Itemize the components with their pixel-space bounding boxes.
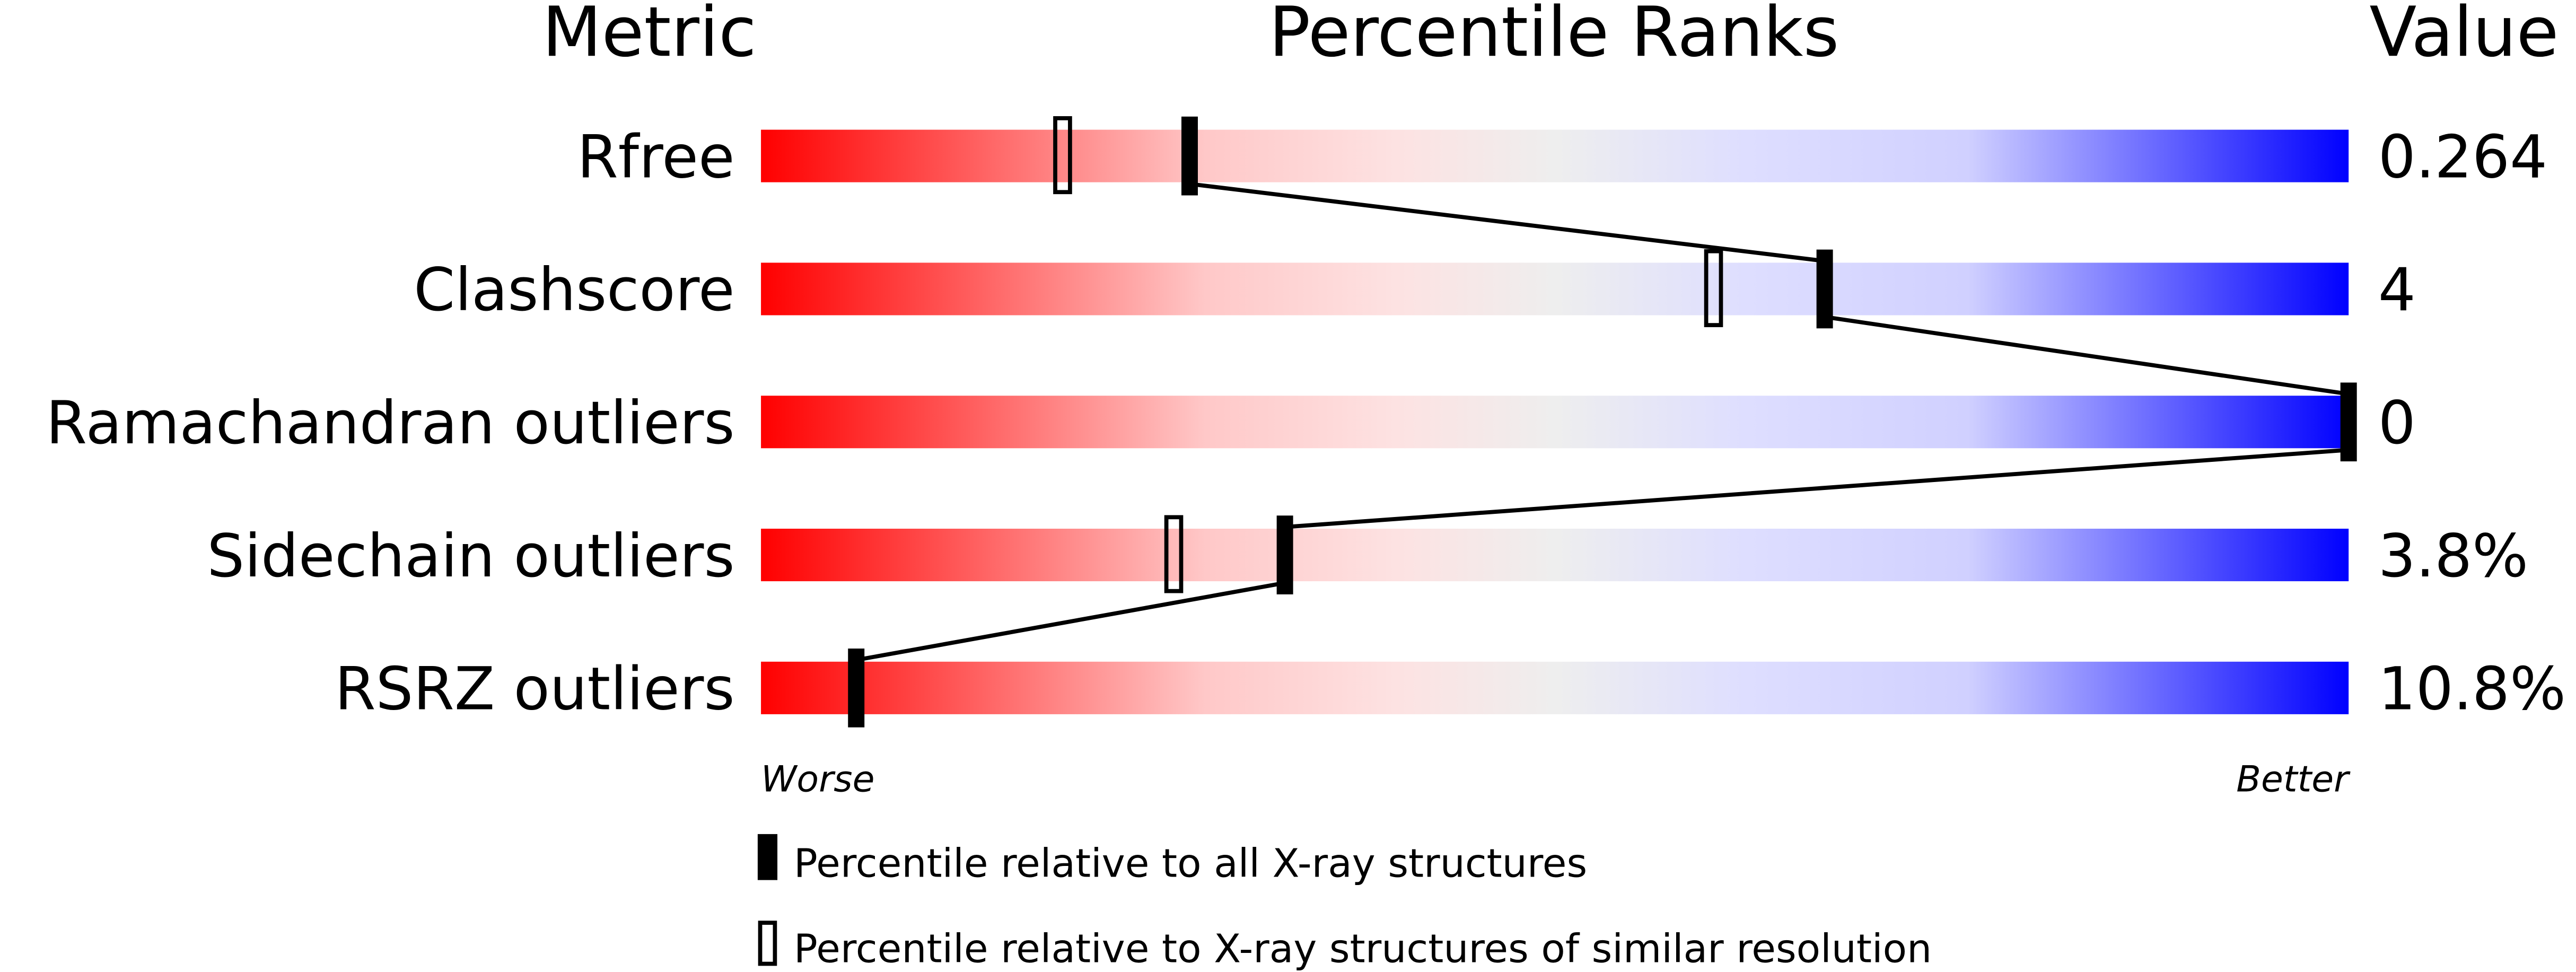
legend-open-marker <box>758 921 777 966</box>
connector-line <box>1824 314 2349 396</box>
percentile-bar <box>761 262 2349 316</box>
legend-label-all: Percentile relative to all X-ray structu… <box>794 840 1587 886</box>
metric-row: Ramachandran outliers 0 <box>46 382 2416 462</box>
header-value: Value <box>2369 0 2559 72</box>
metric-label: Sidechain outliers <box>207 522 734 591</box>
connector-line <box>1284 448 2349 529</box>
marker-all-structures <box>1816 249 1833 329</box>
worse-label: Worse <box>761 758 874 800</box>
metric-value: 4 <box>2378 256 2416 325</box>
metric-label: Rfree <box>577 123 734 191</box>
header-percentile-ranks: Percentile Ranks <box>1269 0 1839 72</box>
percentile-bar <box>761 396 2349 449</box>
percentile-bar <box>761 529 2349 582</box>
metric-label: Ramachandran outliers <box>46 389 735 458</box>
metric-label: RSRZ outliers <box>335 655 734 724</box>
header-metric: Metric <box>542 0 756 72</box>
metric-value: 10.8% <box>2378 655 2566 724</box>
marker-similar-resolution <box>1053 116 1072 195</box>
metric-row: RSRZ outliers 10.8% <box>335 649 2566 728</box>
percentile-bar <box>761 129 2349 182</box>
metric-row: Rfree 0.264 <box>577 116 2547 196</box>
percentile-bar <box>761 661 2349 714</box>
legend-label-similar: Percentile relative to X-ray structures … <box>794 925 1932 971</box>
metric-row: Clashscore 4 <box>414 249 2416 329</box>
marker-similar-resolution <box>1164 515 1184 593</box>
better-label: Better <box>2236 758 2351 800</box>
metric-value: 3.8% <box>2378 522 2528 591</box>
connector-line <box>856 581 1285 662</box>
legend-filled-marker <box>757 834 778 880</box>
marker-similar-resolution <box>1704 249 1723 327</box>
marker-all-structures <box>1181 116 1198 196</box>
metric-label: Clashscore <box>414 256 734 325</box>
metric-row: Sidechain outliers 3.8% <box>207 515 2528 594</box>
metric-value: 0.264 <box>2378 123 2547 191</box>
metric-value: 0 <box>2378 389 2416 458</box>
connector-line <box>1189 181 1825 264</box>
marker-all-structures <box>848 649 865 728</box>
